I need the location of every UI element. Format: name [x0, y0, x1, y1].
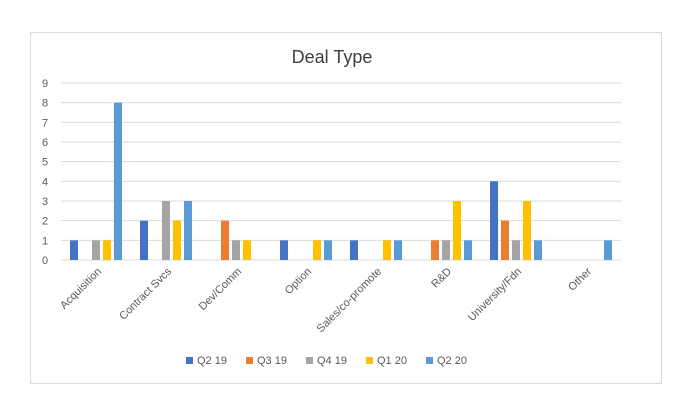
legend-swatch [306, 357, 313, 364]
legend-swatch [366, 357, 373, 364]
x-category-label: Option [283, 266, 314, 297]
bar [140, 220, 148, 260]
legend: Q2 19 Q3 19 Q4 19 Q1 20 Q2 20 [186, 355, 467, 367]
bar [221, 220, 229, 260]
legend-label: Q2 19 [197, 355, 227, 367]
bar [394, 240, 402, 260]
legend-label: Q2 20 [437, 355, 467, 367]
bars [70, 102, 612, 261]
y-tick-label: 4 [42, 176, 48, 188]
chart-area: Deal Type 0 1 2 3 4 5 6 7 8 9 Acquisition Contract… [30, 32, 662, 384]
bar [442, 240, 450, 260]
bar [431, 240, 439, 260]
y-tick-label: 8 [42, 98, 48, 110]
legend-label: Q1 20 [377, 355, 407, 367]
y-tick-label: 6 [42, 137, 48, 149]
bar [114, 102, 122, 261]
legend-swatch [246, 357, 253, 364]
legend-label: Q4 19 [317, 355, 347, 367]
chart-title: Deal Type [292, 47, 373, 67]
x-category-label: Sales/co-promote [315, 266, 384, 335]
bar [232, 240, 240, 260]
bar [103, 240, 111, 260]
bar [512, 240, 520, 260]
bar [490, 181, 498, 260]
bar [350, 240, 358, 260]
bar [383, 240, 391, 260]
x-category-label: Dev/Comm [197, 266, 244, 313]
bar [534, 240, 542, 260]
x-category-label: R&D [429, 266, 454, 291]
bar [92, 240, 100, 260]
y-tick-label: 0 [42, 255, 48, 267]
bar [280, 240, 288, 260]
bar [604, 240, 612, 260]
chart-svg: Deal Type 0 1 2 3 4 5 6 7 8 9 Acquisition Contract… [42, 47, 621, 367]
y-tick-label: 2 [42, 216, 48, 228]
x-axis-category-labels: Acquisition Contract Svcs Dev/Comm Option Sa… [58, 265, 594, 335]
bar [162, 201, 170, 260]
bar [453, 201, 461, 260]
x-category-label: University/Fdn [466, 266, 524, 324]
y-tick-label: 5 [42, 157, 48, 169]
y-tick-label: 9 [42, 78, 48, 90]
legend-swatch [426, 357, 433, 364]
legend-swatch [186, 357, 193, 364]
bar [523, 201, 531, 260]
bar [243, 240, 251, 260]
y-tick-label: 1 [42, 235, 48, 247]
x-category-label: Other [566, 265, 594, 293]
bar [173, 220, 181, 260]
bar [501, 220, 509, 260]
x-category-label: Acquisition [58, 266, 104, 312]
bar [464, 240, 472, 260]
x-category-label: Contract Svcs [117, 265, 174, 322]
y-tick-label: 3 [42, 196, 48, 208]
bar [184, 201, 192, 260]
bar [70, 240, 78, 260]
y-tick-label: 7 [42, 117, 48, 129]
bar [324, 240, 332, 260]
y-axis-tick-labels: 0 1 2 3 4 5 6 7 8 9 [42, 78, 48, 267]
legend-label: Q3 19 [257, 355, 287, 367]
gridlines [61, 82, 621, 261]
bar [313, 240, 321, 260]
